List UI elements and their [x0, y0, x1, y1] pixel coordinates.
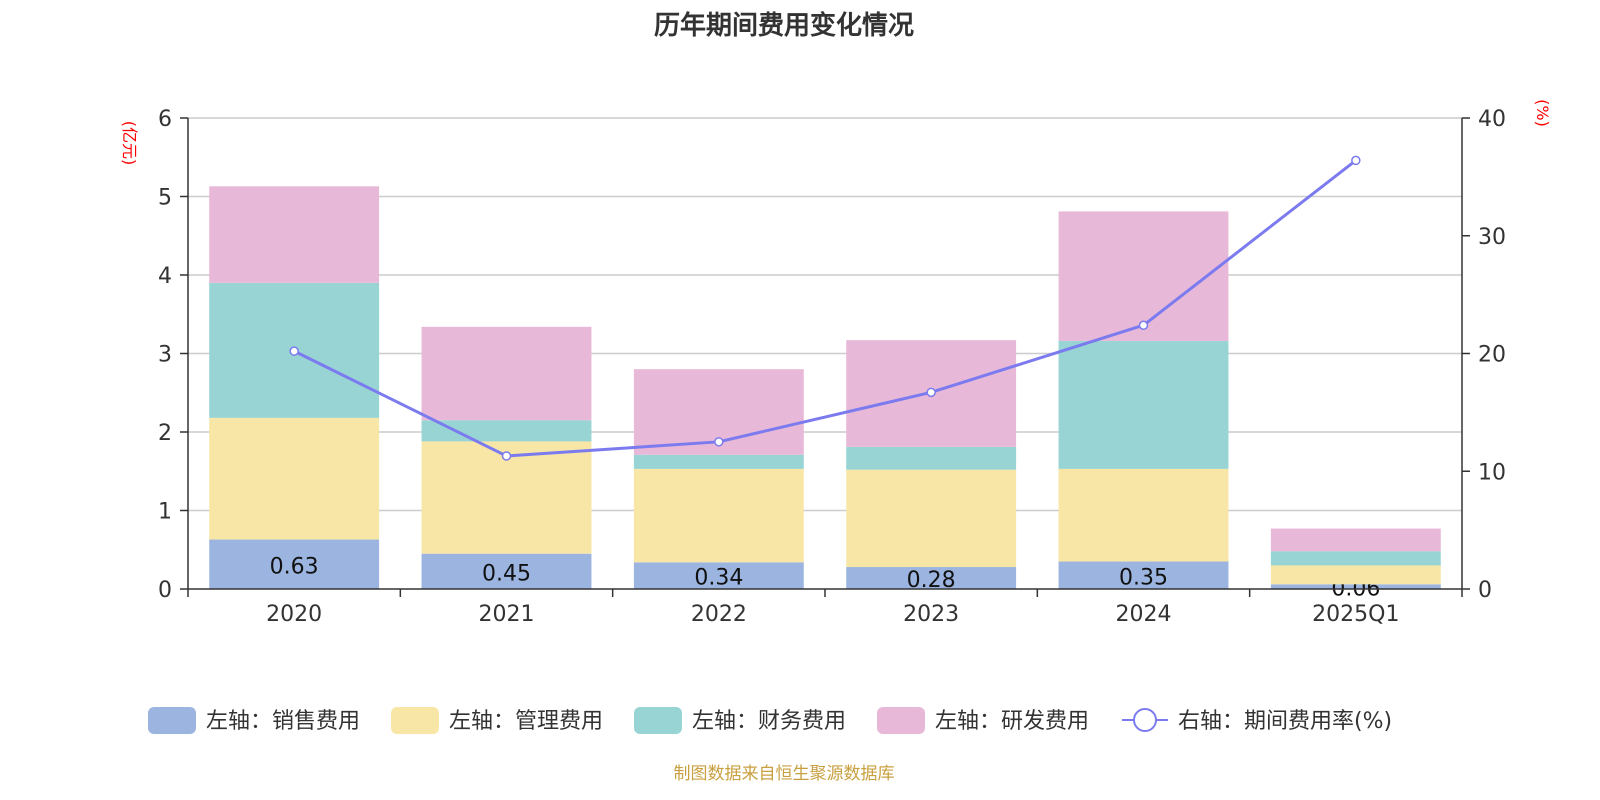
- right-tick-label: 30: [1478, 225, 1506, 250]
- bar-segment: [209, 417, 380, 540]
- bar-segment: [1270, 584, 1441, 589]
- axes: 0 1 2 3 4 5 6 0 10 20 30 40 2020 2021 2022 2023 2024 2025…: [158, 107, 1506, 627]
- bar-segment: [846, 469, 1017, 568]
- right-tick-label: 40: [1478, 107, 1506, 132]
- bar-segment: [1058, 468, 1229, 562]
- legend-swatch: [148, 707, 196, 734]
- bar-segment: [846, 446, 1017, 470]
- left-tick-label: 2: [158, 421, 172, 446]
- legend-swatch: [391, 707, 439, 734]
- bar-segment: [633, 454, 804, 469]
- rate-point: [289, 346, 299, 356]
- bar-segment: [633, 468, 804, 563]
- rate-point: [714, 437, 724, 447]
- left-tick-label: 4: [158, 264, 172, 289]
- bar-series: 0.63 0.45 0.34 0.28 0.35 0.06: [209, 186, 1441, 602]
- legend-label: 左轴：销售费用: [206, 709, 360, 734]
- left-tick-label: 0: [158, 578, 172, 603]
- bar-segment: [1058, 340, 1229, 469]
- bar-segment: [1270, 528, 1441, 552]
- legend-label: 左轴：财务费用: [692, 709, 846, 734]
- left-tick-label: 5: [158, 186, 172, 211]
- bar-segment: [421, 553, 592, 589]
- bar-data-label: 0.63: [270, 554, 319, 579]
- bar-segment: [1058, 211, 1229, 341]
- right-tick-label: 0: [1478, 578, 1492, 603]
- x-tick-label: 2020: [266, 602, 322, 627]
- bar-segment: [421, 326, 592, 421]
- rate-line: [293, 159, 1357, 458]
- legend-swatch: [877, 707, 925, 734]
- left-tick-label: 3: [158, 343, 172, 368]
- bar-segment: [209, 186, 380, 283]
- left-axis-unit: (亿元): [120, 121, 139, 166]
- x-tick-label: 2025Q1: [1312, 602, 1399, 627]
- legend-label: 左轴：研发费用: [935, 709, 1089, 734]
- bar-segment: [846, 567, 1017, 589]
- legend-label: 右轴：期间费用率(%): [1178, 709, 1392, 734]
- legend: 左轴：销售费用 左轴：管理费用 左轴：财务费用 左轴：研发费用 右轴：期间费用率(%): [148, 707, 1392, 734]
- rate-point: [501, 451, 512, 461]
- legend-label: 左轴：管理费用: [449, 709, 603, 734]
- right-tick-label: 10: [1478, 460, 1506, 485]
- bar-segment: [633, 562, 804, 589]
- grid: [188, 117, 1462, 512]
- x-tick-label: 2022: [691, 602, 747, 627]
- bar-data-label: 0.45: [482, 561, 531, 586]
- rate-point: [1351, 155, 1361, 166]
- bar-data-label: 0.34: [694, 566, 743, 591]
- bar-data-label: 0.35: [1119, 565, 1168, 590]
- rate-point: [1138, 320, 1149, 330]
- bar-segment: [1270, 565, 1441, 585]
- left-tick-label: 6: [158, 107, 172, 132]
- bar-segment: [209, 539, 380, 589]
- bar-segment: [421, 420, 592, 442]
- legend-swatch: [634, 707, 682, 734]
- x-tick-label: 2023: [903, 602, 959, 627]
- legend-circle-icon: [1133, 708, 1157, 732]
- line-series: [289, 155, 1361, 461]
- right-axis-unit: (%): [1533, 99, 1552, 127]
- bar-segment: [1058, 561, 1229, 589]
- chart-title: 历年期间费用变化情况: [654, 10, 914, 41]
- left-tick-label: 1: [158, 500, 172, 525]
- rate-point: [926, 387, 936, 398]
- x-tick-label: 2021: [479, 602, 535, 627]
- bar-segment: [1270, 551, 1441, 566]
- right-tick-label: 20: [1478, 343, 1506, 368]
- x-tick-label: 2024: [1116, 602, 1172, 627]
- source-note: 制图数据来自恒生聚源数据库: [674, 764, 895, 784]
